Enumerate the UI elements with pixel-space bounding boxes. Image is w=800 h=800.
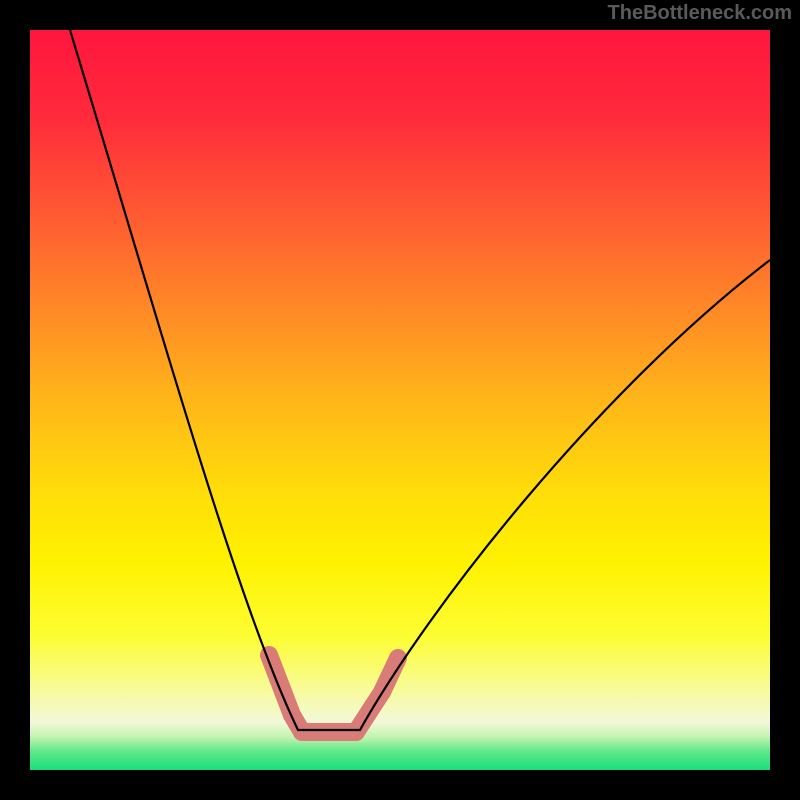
chart-svg [0, 0, 800, 800]
valley-highlight [269, 655, 398, 732]
watermark-text: TheBottleneck.com [608, 2, 792, 25]
bottleneck-curve [70, 30, 770, 730]
chart-container: TheBottleneck.com [0, 0, 800, 800]
